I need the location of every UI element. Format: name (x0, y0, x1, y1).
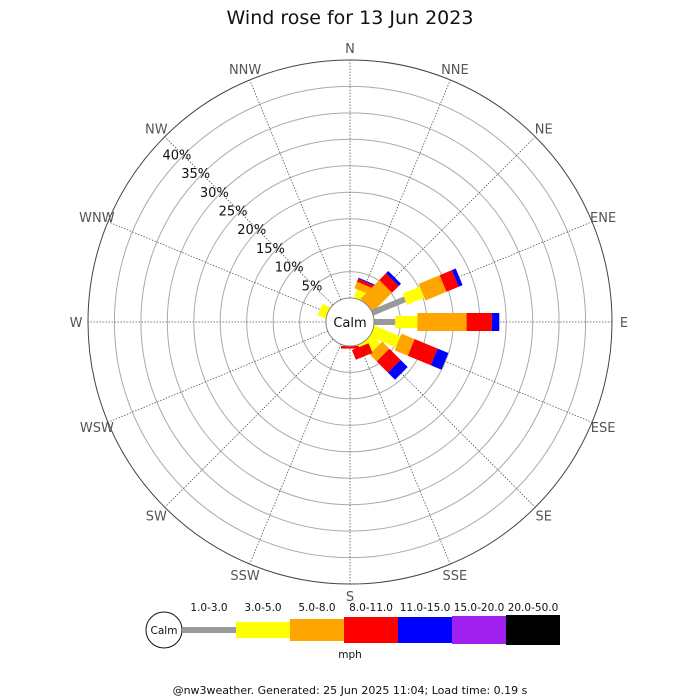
legend-swatch-6 (506, 615, 560, 645)
petal-ese-bin-1 (369, 325, 401, 348)
legend-swatch-0 (182, 627, 236, 633)
petal-sse-bin-3 (351, 343, 373, 360)
petal-e-bin-3 (466, 313, 492, 331)
petal-e-bin-0 (374, 319, 396, 325)
radial-tick-20: 20% (237, 223, 266, 238)
petal-ene (371, 268, 463, 316)
legend: Calm 1.0-3.0 3.0-5.0 5.0-8.0 8.0-11.0 11.0-15… (145, 602, 560, 661)
legend-calm-label: Calm (151, 625, 178, 637)
legend-label-3: 8.0-11.0 (349, 602, 393, 614)
legend-label-1: 3.0-5.0 (244, 602, 281, 614)
direction-label-w: W (70, 316, 83, 331)
direction-label-ese: ESE (591, 421, 616, 436)
petal-wnw (317, 304, 331, 319)
legend-label-5: 15.0-20.0 (454, 602, 505, 614)
petal-ne-bin-4 (386, 271, 401, 286)
legend-swatch-5 (452, 616, 506, 644)
petal-nne-bin-3 (356, 278, 375, 289)
petal-wnw-bin-1 (317, 304, 331, 319)
petal-ne (360, 271, 401, 312)
chart-title: Wind rose for 13 Jun 2023 (227, 7, 474, 29)
legend-label-6: 20.0-50.0 (508, 602, 559, 614)
petal-s-bin-3 (341, 346, 359, 349)
direction-label-wnw: WNW (79, 211, 115, 226)
legend-label-0: 1.0-3.0 (190, 602, 227, 614)
direction-label-sw: SW (146, 510, 167, 525)
petal-se-bin-3 (376, 348, 401, 373)
spoke-wnw (107, 221, 328, 314)
direction-label-e: E (620, 316, 628, 331)
spoke-ne (366, 136, 536, 306)
radial-tick-15: 15% (256, 242, 285, 257)
petal-se-bin-4 (387, 359, 408, 380)
radial-tick-labels: 5% 10% 15% 20% 25% 30% 35% 40% (162, 148, 322, 294)
petal-ese (369, 325, 449, 370)
radial-tick-10: 10% (275, 261, 304, 276)
petal-ese-bin-4 (430, 348, 449, 370)
legend-swatch-2 (290, 619, 344, 641)
direction-label-ene: ENE (590, 211, 616, 226)
spoke-sse (358, 344, 451, 565)
petal-s (341, 346, 359, 349)
legend-swatch-3 (344, 617, 398, 643)
petal-ese-bin-2 (394, 333, 415, 356)
direction-label-n: N (345, 42, 355, 57)
direction-label-nnw: NNW (229, 63, 261, 78)
petal-e-bin-4 (491, 313, 500, 331)
wind-petals (317, 268, 500, 380)
radial-tick-40: 40% (162, 148, 191, 163)
petal-e (374, 313, 500, 331)
legend-units: mph (338, 649, 362, 661)
grid-ring-30 (166, 138, 534, 506)
petal-e-bin-2 (417, 313, 467, 331)
direction-label-ssw: SSW (230, 569, 260, 584)
legend-swatch-1 (236, 622, 290, 638)
direction-label-nw: NW (145, 122, 168, 137)
direction-labels: N NNE NE ENE E ESE SE SSE S SSW SW WSW W WNW NW NNW (70, 42, 629, 605)
spoke-nne (358, 79, 451, 300)
calm-circle (325, 297, 375, 347)
petal-ene-bin-3 (439, 270, 459, 292)
grid-ring-40 (113, 85, 587, 559)
direction-label-wsw: WSW (80, 421, 114, 436)
direction-label-s: S (346, 590, 354, 605)
radial-tick-5: 5% (302, 279, 323, 294)
grid-ring-35 (140, 112, 560, 532)
spoke-ssw (249, 344, 342, 565)
petal-ene-bin-0 (371, 296, 407, 316)
petal-ene-bin-4 (451, 268, 463, 287)
spoke-nnw (249, 79, 342, 300)
legend-label-2: 5.0-8.0 (298, 602, 335, 614)
direction-label-ne: NE (535, 122, 553, 137)
petal-ne-bin-3 (379, 273, 399, 293)
petal-ese-bin-3 (407, 339, 438, 366)
petal-se-bin-2 (369, 341, 390, 362)
petal-e-bin-1 (395, 316, 418, 328)
direction-label-nne: NNE (441, 63, 469, 78)
radial-tick-30: 30% (200, 186, 229, 201)
legend-swatch-4 (398, 617, 452, 643)
spoke-sw (164, 338, 334, 508)
petal-nne-bin-4 (358, 277, 376, 286)
petal-ene-bin-2 (418, 275, 447, 301)
footer-text: @nw3weather. Generated: 25 Jun 2025 11:0… (173, 684, 528, 697)
radial-tick-25: 25% (219, 205, 248, 220)
calm-label: Calm (333, 316, 366, 331)
petal-ne-bin-2 (360, 280, 392, 312)
radial-tick-35: 35% (181, 167, 210, 182)
direction-label-se: SE (535, 510, 551, 525)
petal-ene-bin-1 (402, 286, 425, 305)
spoke-wsw (107, 330, 328, 423)
spoke-nw (164, 136, 334, 306)
calm-indicator: Calm (325, 297, 375, 347)
legend-label-4: 11.0-15.0 (400, 602, 451, 614)
direction-label-sse: SSE (443, 569, 468, 584)
